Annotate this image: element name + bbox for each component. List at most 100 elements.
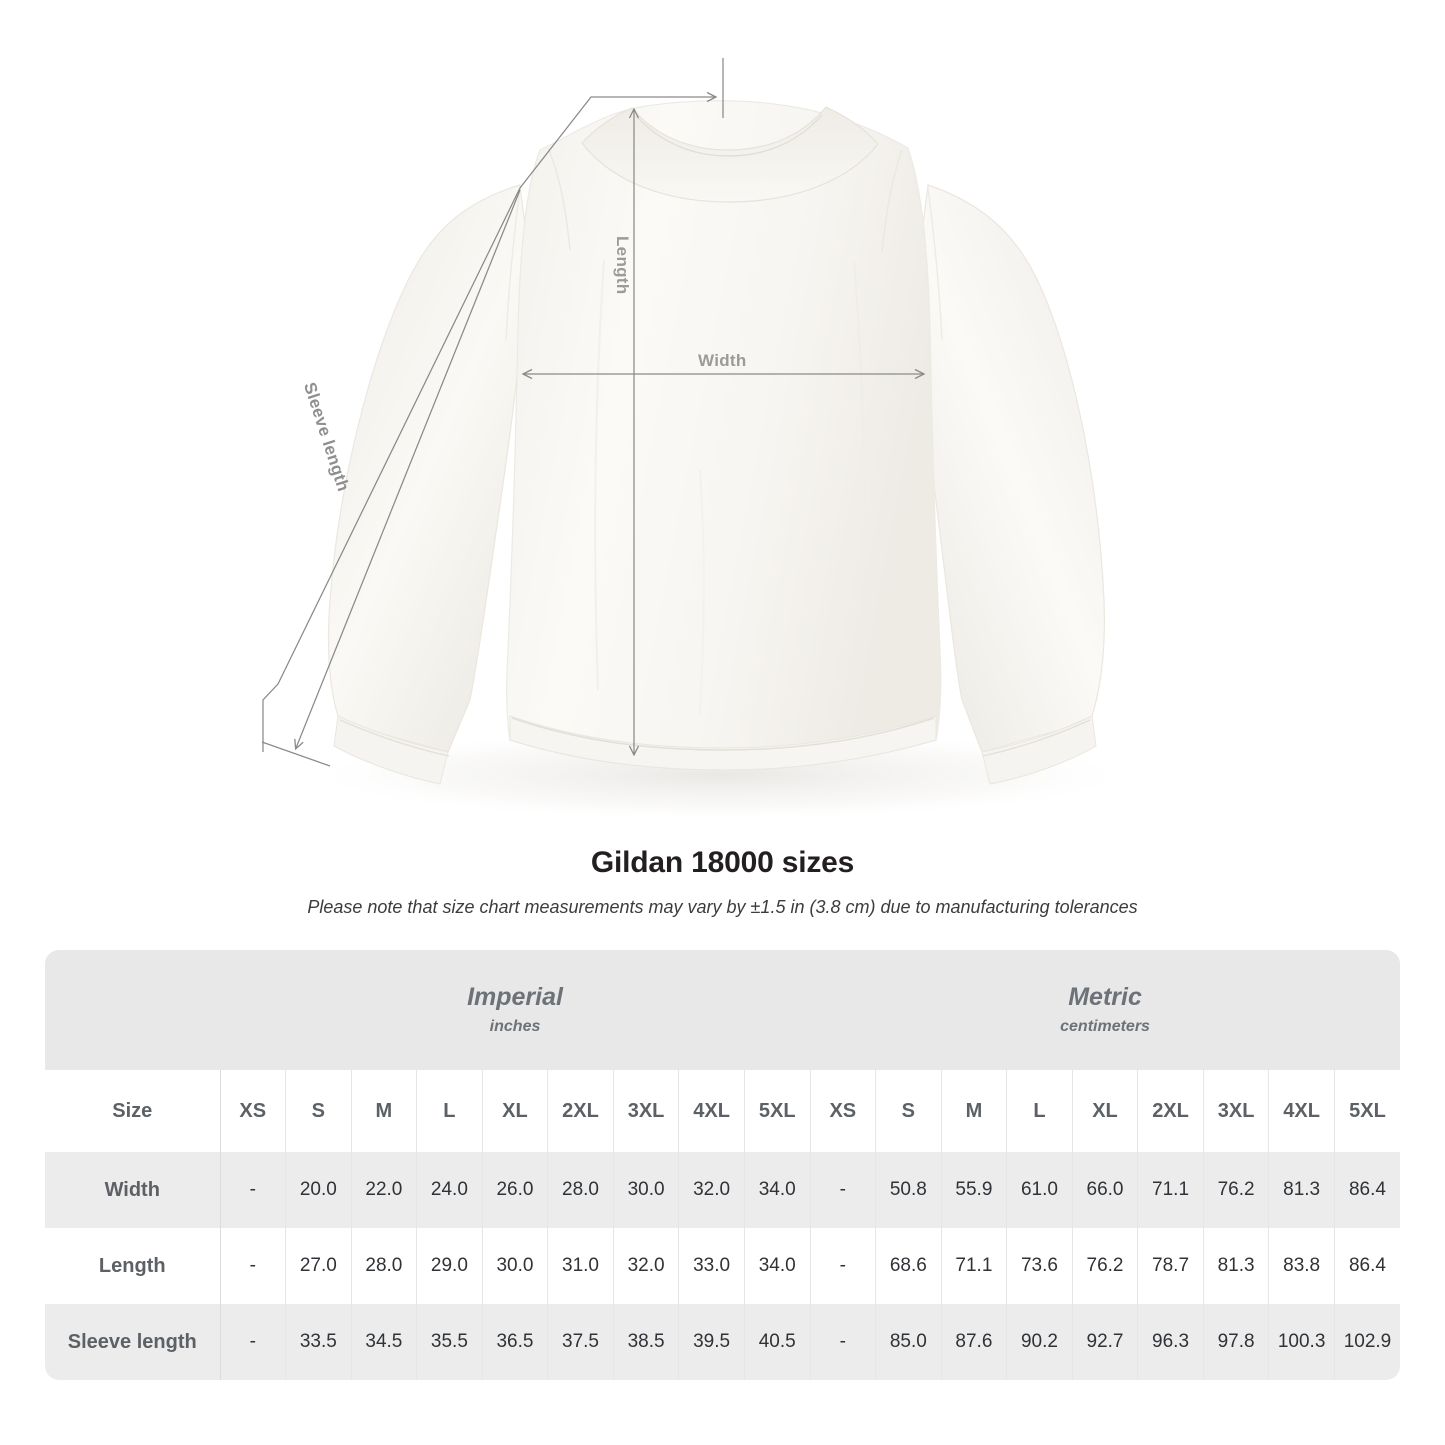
sweatshirt-diagram [261, 58, 1140, 821]
cell-sleeve-length-metric-l: 90.2 [1006, 1304, 1073, 1380]
cell-length-imperial-xs: - [220, 1228, 287, 1304]
length-measurement-label: Length [613, 236, 632, 295]
cell-sleeve-length-imperial-xl: 36.5 [482, 1304, 549, 1380]
cell-width-metric-l: 61.0 [1006, 1152, 1073, 1228]
cell-sleeve-length-imperial-s: 33.5 [285, 1304, 352, 1380]
size-header-s-metric: S [875, 1070, 942, 1152]
unit-row-corner [45, 950, 220, 1070]
size-header-row: Size XS S M L XL 2XL 3XL 4XL 5XL XS S M L XL 2XL 3XL 4XL 5… [45, 1070, 1401, 1152]
cell-sleeve-length-metric-s: 85.0 [875, 1304, 942, 1380]
hem-seam [511, 717, 935, 751]
unit-group-subtitle: centimeters [1060, 1018, 1150, 1035]
size-header-5xl-imperial: 5XL [744, 1070, 811, 1152]
left-cuff [333, 715, 449, 785]
cell-length-metric-2xl: 78.7 [1137, 1228, 1204, 1304]
size-header-m-imperial: M [351, 1070, 418, 1152]
cell-sleeve-length-imperial-4xl: 39.5 [678, 1304, 745, 1380]
cell-length-metric-m: 71.1 [941, 1228, 1008, 1304]
cell-length-imperial-m: 28.0 [351, 1228, 418, 1304]
cell-sleeve-length-metric-xs: - [810, 1304, 877, 1380]
bottom-hem [509, 715, 937, 771]
right-armhole-seam [927, 187, 943, 341]
cell-sleeve-length-imperial-m: 34.5 [351, 1304, 418, 1380]
cell-width-metric-xl: 66.0 [1072, 1152, 1139, 1228]
cell-length-imperial-4xl: 33.0 [678, 1228, 745, 1304]
size-header-xs-metric: XS [810, 1070, 877, 1152]
sweatshirt-body [506, 100, 942, 771]
sleeve-length-end-tick [261, 741, 331, 767]
cell-sleeve-length-imperial-xs: - [220, 1304, 287, 1380]
right-shoulder-seam [881, 149, 903, 253]
body-fold-2 [853, 261, 866, 691]
row-label-sleeve-length: Sleeve length [45, 1304, 221, 1380]
unit-group-imperial: Imperial inches [220, 950, 811, 1070]
cell-width-metric-xs: - [810, 1152, 877, 1228]
collar [581, 106, 879, 203]
cell-length-metric-4xl: 83.8 [1268, 1228, 1335, 1304]
unit-group-metric: Metric centimeters [810, 950, 1401, 1070]
cell-width-imperial-5xl: 34.0 [744, 1152, 811, 1228]
title-block: Gildan 18000 sizes Please note that size… [0, 843, 1445, 919]
cell-length-imperial-5xl: 34.0 [744, 1228, 811, 1304]
cell-length-metric-3xl: 81.3 [1203, 1228, 1270, 1304]
cell-width-imperial-4xl: 32.0 [678, 1152, 745, 1228]
cell-width-imperial-m: 22.0 [351, 1152, 418, 1228]
unit-group-row: Imperial inches Metric centimeters [45, 950, 1401, 1070]
cell-length-imperial-2xl: 31.0 [547, 1228, 614, 1304]
cell-sleeve-length-imperial-2xl: 37.5 [547, 1304, 614, 1380]
table-row: Sleeve length -33.5 34.5 35.5 36.5 37.5 38.5 39… [45, 1304, 1401, 1380]
size-column-header: Size [45, 1070, 221, 1152]
left-cuff-seam [339, 719, 450, 757]
unit-group-subtitle: inches [489, 1018, 541, 1035]
tolerance-note: Please note that size chart measurements… [307, 897, 1138, 917]
cell-width-metric-4xl: 81.3 [1268, 1152, 1335, 1228]
cell-sleeve-length-imperial-l: 35.5 [416, 1304, 483, 1380]
unit-group-name: Metric [1068, 983, 1142, 1011]
cell-sleeve-length-imperial-3xl: 38.5 [613, 1304, 680, 1380]
cell-width-imperial-l: 24.0 [416, 1152, 483, 1228]
unit-group-name: Imperial [467, 983, 563, 1011]
row-label-length: Length [45, 1228, 221, 1304]
cell-width-imperial-s: 20.0 [285, 1152, 352, 1228]
cell-sleeve-length-metric-2xl: 96.3 [1137, 1304, 1204, 1380]
cell-sleeve-length-metric-5xl: 102.9 [1334, 1304, 1401, 1380]
width-measurement-label: Width [698, 351, 747, 370]
size-header-m-metric: M [941, 1070, 1008, 1152]
size-header-5xl-metric: 5XL [1334, 1070, 1401, 1152]
cell-width-imperial-xl: 26.0 [482, 1152, 549, 1228]
table-row: Width -20.0 22.0 24.0 26.0 28.0 30.0 32.0 34.0-5… [45, 1152, 1401, 1228]
size-header-xs-imperial: XS [220, 1070, 287, 1152]
cell-sleeve-length-metric-xl: 92.7 [1072, 1304, 1139, 1380]
garment-shadow [300, 729, 1140, 821]
cell-width-metric-m: 55.9 [941, 1152, 1008, 1228]
left-sleeve [327, 184, 529, 753]
size-header-3xl-metric: 3XL [1203, 1070, 1270, 1152]
sleeve-guide-line [262, 97, 715, 752]
cell-length-imperial-xl: 30.0 [482, 1228, 549, 1304]
cell-sleeve-length-imperial-5xl: 40.5 [744, 1304, 811, 1380]
cell-width-metric-3xl: 76.2 [1203, 1152, 1270, 1228]
row-label-width: Width [45, 1152, 221, 1228]
right-sleeve [919, 184, 1105, 753]
cell-sleeve-length-metric-4xl: 100.3 [1268, 1304, 1335, 1380]
cell-width-metric-2xl: 71.1 [1137, 1152, 1204, 1228]
table-row: Length -27.0 28.0 29.0 30.0 31.0 32.0 33.0 34.0-… [45, 1228, 1401, 1304]
left-shoulder-seam [547, 147, 571, 251]
size-header-xl-metric: XL [1072, 1070, 1139, 1152]
size-chart-table-wrapper: Imperial inches Metric centimeters Size XS S M L… [45, 950, 1401, 1380]
cell-sleeve-length-metric-3xl: 97.8 [1203, 1304, 1270, 1380]
size-header-l-imperial: L [416, 1070, 483, 1152]
size-header-3xl-imperial: 3XL [613, 1070, 680, 1152]
size-header-l-metric: L [1006, 1070, 1073, 1152]
cell-width-metric-5xl: 86.4 [1334, 1152, 1401, 1228]
right-cuff [981, 715, 1097, 785]
cell-length-imperial-s: 27.0 [285, 1228, 352, 1304]
size-header-xl-imperial: XL [482, 1070, 549, 1152]
cell-length-metric-5xl: 86.4 [1334, 1228, 1401, 1304]
sleeve-length-arrow [296, 189, 521, 748]
size-chart-table: Imperial inches Metric centimeters Size XS S M L… [45, 950, 1401, 1380]
right-cuff-seam [982, 719, 1091, 757]
left-armhole-seam [505, 187, 521, 341]
size-header-4xl-metric: 4XL [1268, 1070, 1335, 1152]
cell-length-metric-xl: 76.2 [1072, 1228, 1139, 1304]
